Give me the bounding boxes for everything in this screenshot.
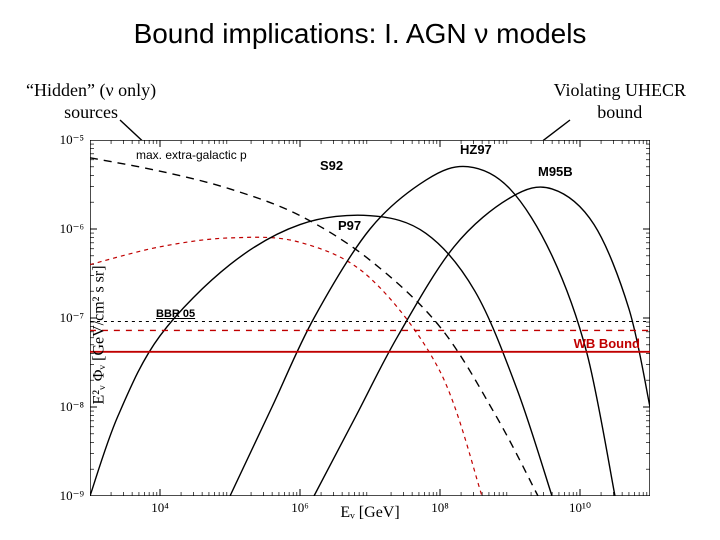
x-axis-label: Eᵥ [GeV] [340, 504, 399, 522]
x-tick: 10⁴ [151, 500, 169, 516]
annotation-hidden-line1: “Hidden” (ν only) [26, 80, 156, 100]
page-title: Bound implications: I. AGN ν models [0, 18, 720, 50]
annotation-hidden-sources: “Hidden” (ν only) sources [26, 80, 156, 123]
x-tick: 10¹⁰ [569, 500, 591, 516]
label-maxp: max. extra-galactic p [136, 148, 247, 162]
annotation-hidden-line2: sources [64, 102, 118, 122]
y-tick: 10⁻⁶ [60, 221, 84, 237]
label-m95b: M95B [538, 164, 573, 179]
annotation-right-line2: bound [597, 102, 642, 122]
y-tick: 10⁻⁷ [60, 310, 84, 326]
y-axis-label: E²ᵥ Φᵥ [GeV/cm² s sr] [91, 265, 109, 404]
y-tick: 10⁻⁹ [60, 488, 84, 504]
label-bbr05: BBR 05 [156, 308, 195, 320]
label-p97: P97 [338, 218, 361, 233]
x-tick: 10⁶ [291, 500, 309, 516]
x-tick: 10⁸ [431, 500, 449, 516]
y-tick: 10⁻⁵ [60, 132, 84, 148]
label-hz97: HZ97 [460, 142, 492, 157]
label-s92: S92 [320, 158, 343, 173]
annotation-violating-uhecr: Violating UHECR bound [554, 80, 686, 123]
flux-plot: E²ᵥ Φᵥ [GeV/cm² s sr] Eᵥ [GeV] 10⁻⁹10⁻⁸1… [90, 140, 650, 530]
label-wb-bound: WB Bound [574, 336, 640, 351]
y-tick: 10⁻⁸ [60, 399, 84, 415]
annotation-right-line1: Violating UHECR [554, 80, 686, 100]
